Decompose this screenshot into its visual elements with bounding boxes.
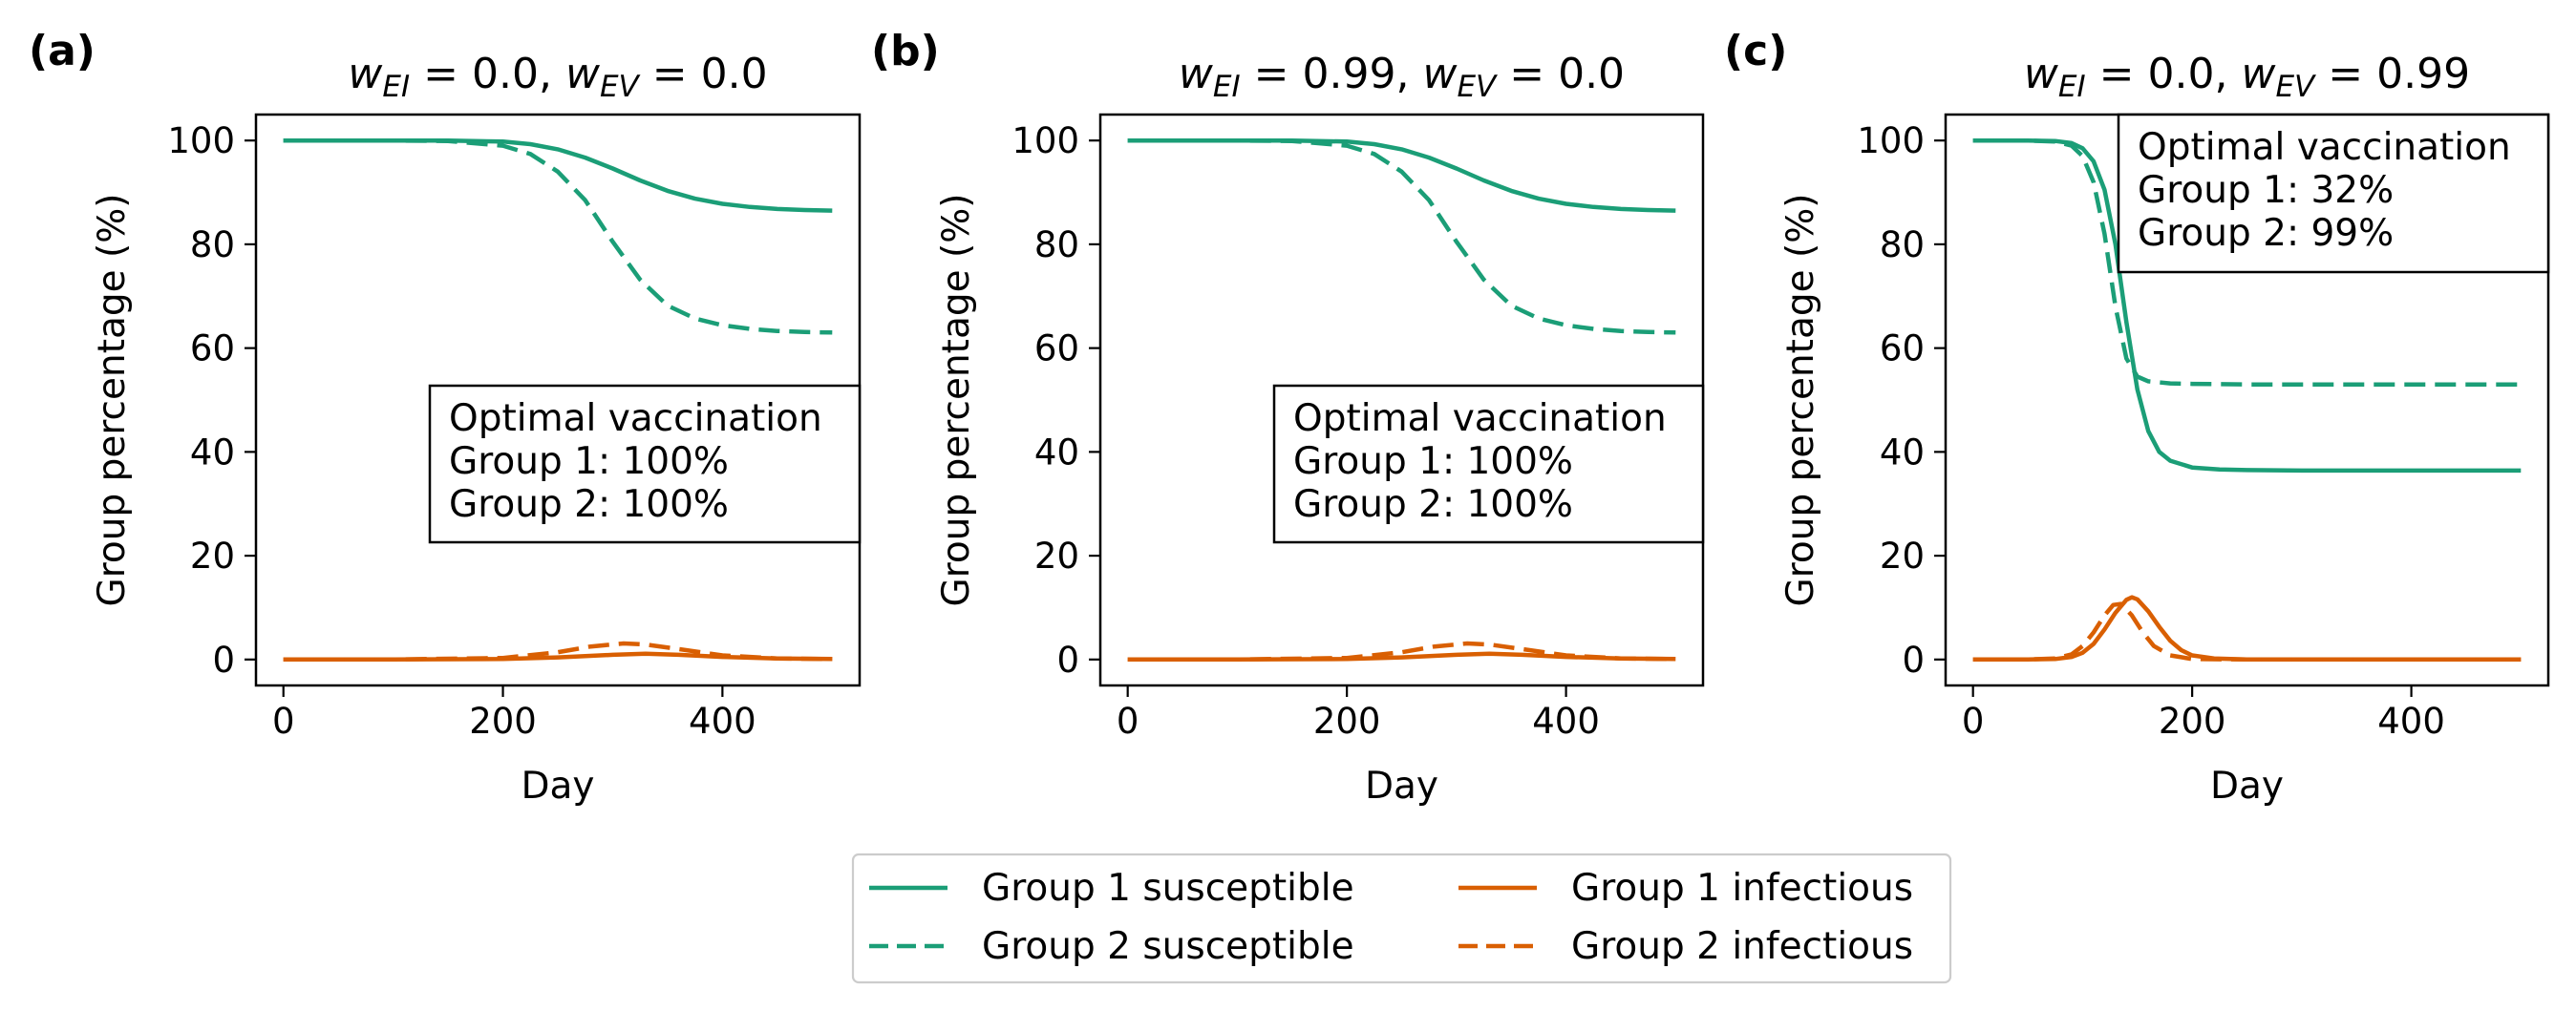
annotation-frame [428,384,862,544]
x-axis-label: Day [521,765,594,808]
panels: (a) wEI = 0.0, wEV = 0.00 200 4000204060801… [29,27,2550,808]
title-part: = 0.0, [410,50,565,98]
y-axis-label: Group percentage (%) [935,193,978,606]
series-group [1127,137,1676,663]
y-tick-label: 0 [1902,640,1925,681]
y-tick-label: 60 [1034,328,1079,369]
y-tick-label: 40 [190,432,235,473]
x-tick-label: 0 [272,701,295,742]
x-tick-label: 400 [689,701,756,742]
series-line [283,137,833,213]
title-part: EI [382,70,410,104]
chart-title: wEI = 0.0, wEV = 0.0 [348,50,767,104]
annotation-line: Group 1: 100% [449,440,729,483]
y-tick-label: 80 [1034,224,1079,265]
annotation-line: Group 1: 100% [1293,440,1573,483]
title-part: EI [1213,70,1241,104]
legend-entry: Group 2 infectious [1458,925,1913,968]
y-tick-label: 0 [212,640,235,681]
series-group [283,137,833,663]
chart-panel: (b) wEI = 0.99, wEV = 0.00 200 400020406080… [871,27,1705,808]
x-tick-label: 0 [1117,701,1139,742]
legend-entry: Group 1 susceptible [869,867,1354,910]
x-tick-label: 400 [2377,701,2445,742]
x-axis-label: Day [2210,765,2284,808]
chart-title: wEI = 0.99, wEV = 0.0 [1179,50,1625,104]
x-axis-label: Day [1365,765,1438,808]
x-tick-label: 400 [1532,701,1600,742]
series-line [283,137,833,335]
x-tick-label: 200 [1313,701,1381,742]
y-tick-label: 100 [1011,120,1079,161]
series-line [1972,601,2522,663]
legend-entry: Group 2 susceptible [869,925,1354,968]
title-part: w [565,50,601,98]
annotation-line: Optimal vaccination [1293,397,1667,440]
y-tick-label: 60 [1880,328,1925,369]
title-part: w [1179,50,1214,98]
title-part: w [1422,50,1458,98]
y-tick-label: 20 [1880,536,1925,577]
annotation-line: Optimal vaccination [449,397,822,440]
y-tick-label: 80 [190,224,235,265]
x-tick-label: 0 [1962,701,1985,742]
legend-label: Group 1 infectious [1571,867,1913,910]
title-part: = 0.0, [2086,50,2242,98]
title-part: w [2241,50,2276,98]
series-line [1127,641,1676,663]
chart-panel: (a) wEI = 0.0, wEV = 0.00 200 4000204060801… [29,27,862,808]
legend-label: Group 2 susceptible [982,925,1354,968]
y-tick-label: 100 [1857,120,1925,161]
annotation-line: Group 1: 32% [2138,169,2394,212]
title-part: = 0.99 [2314,50,2470,98]
chart-title: wEI = 0.0, wEV = 0.99 [2024,50,2470,104]
y-axis-label: Group percentage (%) [91,193,134,606]
y-tick-label: 40 [1034,432,1079,473]
y-tick-label: 40 [1880,432,1925,473]
x-tick-label: 200 [2159,701,2226,742]
series-line [1127,137,1676,213]
series-line [1127,137,1676,335]
legend-frame [851,853,1952,984]
annotation-line: Group 2: 99% [2138,212,2394,255]
y-tick-label: 0 [1056,640,1079,681]
panel-label: (c) [1724,27,1787,75]
title-part: EV [2275,70,2317,104]
title-part: EI [2058,70,2086,104]
title-part: EV [600,70,642,104]
y-tick-label: 60 [190,328,235,369]
title-part: = 0.0 [639,50,768,98]
y-tick-label: 20 [190,536,235,577]
annotation-frame [2117,113,2550,274]
annotation-line: Group 2: 100% [1293,483,1573,526]
y-axis-label: Group percentage (%) [1779,193,1822,606]
y-tick-label: 80 [1880,224,1925,265]
title-part: = 0.99, [1241,50,1423,98]
annotation-frame [1272,384,1705,544]
series-group [1972,137,2522,663]
legend-entry: Group 1 infectious [1458,867,1913,910]
chart-panel: (c) wEI = 0.0, wEV = 0.990 200 400020406080… [1724,27,2550,808]
annotation-line: Group 2: 100% [449,483,729,526]
legend-label: Group 2 infectious [1571,925,1913,968]
title-part: w [348,50,383,98]
y-tick-label: 100 [167,120,235,161]
title-part: = 0.0 [1496,50,1625,98]
y-tick-label: 20 [1034,536,1079,577]
title-part: w [2024,50,2059,98]
panel-label: (b) [871,27,940,75]
title-part: EV [1457,70,1499,104]
panel-label: (a) [29,27,96,75]
series-line [1972,137,2522,474]
legend-label: Group 1 susceptible [982,867,1354,910]
x-tick-label: 200 [469,701,537,742]
annotation-line: Optimal vaccination [2138,126,2511,169]
legend: Group 1 susceptible Group 2 susceptible Gr… [851,853,1952,984]
series-line [283,641,833,663]
